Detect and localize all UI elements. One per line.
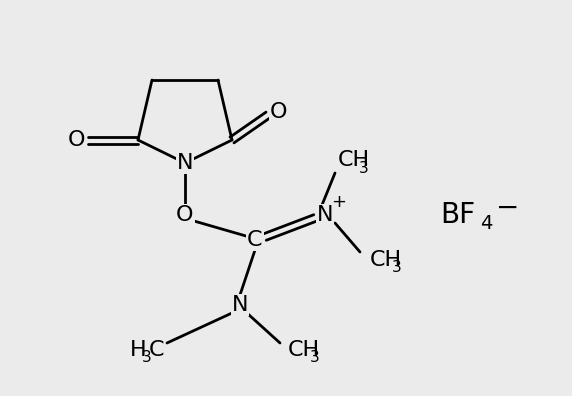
Text: N: N xyxy=(232,295,248,315)
Text: BF: BF xyxy=(440,201,475,229)
Text: C: C xyxy=(247,230,263,250)
Text: 3: 3 xyxy=(392,259,402,274)
Text: CH: CH xyxy=(370,250,402,270)
Text: C: C xyxy=(149,340,165,360)
Text: 3: 3 xyxy=(310,350,320,364)
Text: 4: 4 xyxy=(480,213,492,232)
Text: H: H xyxy=(130,340,146,360)
Text: N: N xyxy=(317,205,333,225)
Text: O: O xyxy=(270,102,288,122)
Text: 3: 3 xyxy=(142,350,152,364)
Text: N: N xyxy=(177,153,193,173)
Text: O: O xyxy=(68,130,86,150)
Text: +: + xyxy=(332,193,347,211)
Text: 3: 3 xyxy=(359,160,369,175)
Text: −: − xyxy=(496,194,519,222)
Text: CH: CH xyxy=(288,340,320,360)
Text: CH: CH xyxy=(338,150,370,170)
Text: O: O xyxy=(176,205,194,225)
